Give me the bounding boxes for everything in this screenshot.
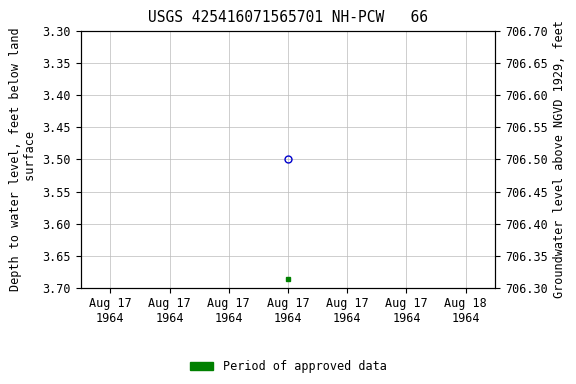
Legend: Period of approved data: Period of approved data (185, 356, 391, 378)
Y-axis label: Groundwater level above NGVD 1929, feet: Groundwater level above NGVD 1929, feet (554, 20, 566, 298)
Title: USGS 425416071565701 NH-PCW   66: USGS 425416071565701 NH-PCW 66 (148, 10, 428, 25)
Y-axis label: Depth to water level, feet below land
 surface: Depth to water level, feet below land su… (9, 28, 37, 291)
